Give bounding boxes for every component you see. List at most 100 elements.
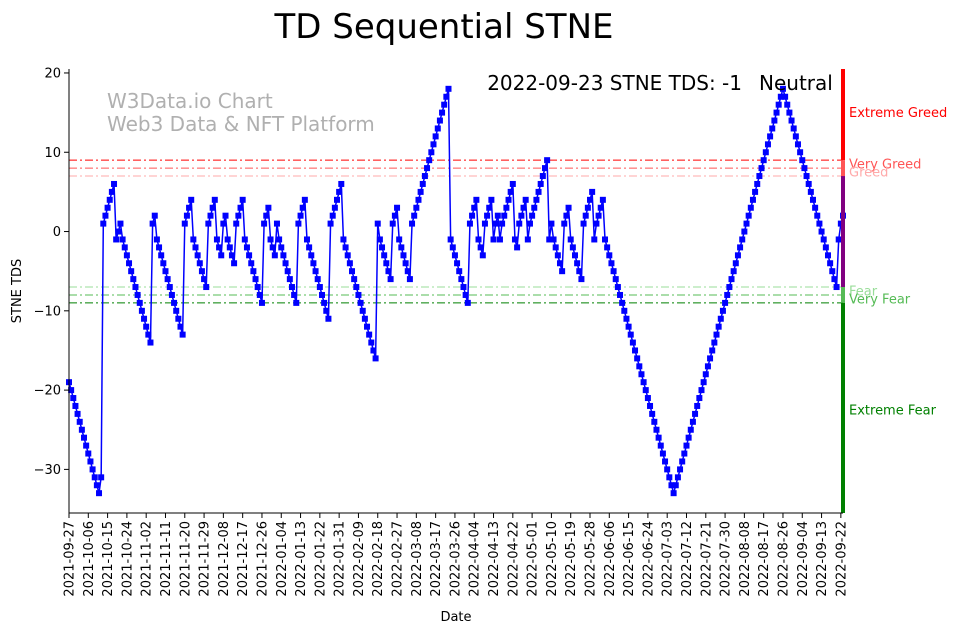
data-point	[608, 260, 615, 267]
data-point	[689, 418, 696, 425]
data-point	[662, 458, 669, 465]
data-point	[599, 196, 606, 203]
data-point	[443, 93, 450, 100]
data-point	[779, 85, 786, 92]
data-point	[520, 204, 527, 211]
chart-title: TD Sequential STNE	[274, 7, 614, 47]
data-point	[126, 260, 133, 267]
data-point	[587, 196, 594, 203]
data-point	[211, 196, 218, 203]
x-tick-label: 2022-04-22	[506, 521, 521, 597]
data-point	[514, 244, 521, 251]
data-point	[464, 299, 471, 306]
data-point	[629, 339, 636, 346]
y-tick-label: −30	[34, 463, 61, 478]
data-point	[196, 260, 203, 267]
data-point	[509, 180, 516, 187]
data-point	[561, 220, 568, 227]
data-point	[243, 244, 250, 251]
x-tick-label: 2021-11-29	[198, 521, 213, 597]
data-point	[612, 276, 619, 283]
y-tick-label: 20	[44, 66, 61, 81]
data-point	[694, 402, 701, 409]
x-tick-label: 2022-04-04	[468, 521, 483, 597]
data-point	[396, 236, 403, 243]
data-point	[460, 284, 467, 291]
data-point	[250, 268, 257, 275]
data-point	[355, 291, 362, 298]
data-point	[76, 418, 83, 425]
data-point	[207, 212, 214, 219]
data-point	[374, 220, 381, 227]
data-point	[344, 252, 351, 259]
data-point	[297, 212, 304, 219]
data-point	[175, 315, 182, 322]
data-point	[702, 371, 709, 378]
data-point	[451, 252, 458, 259]
data-point	[149, 220, 156, 227]
data-point	[295, 220, 302, 227]
data-point	[698, 387, 705, 394]
data-point	[284, 268, 291, 275]
data-point	[591, 236, 598, 243]
data-point	[790, 125, 797, 132]
data-point	[623, 315, 630, 322]
data-point	[674, 474, 681, 481]
data-point	[91, 474, 98, 481]
data-point	[346, 260, 353, 267]
data-point	[511, 236, 518, 243]
data-point	[488, 196, 495, 203]
data-point	[164, 276, 171, 283]
data-point	[428, 149, 435, 156]
data-point	[434, 125, 441, 132]
data-point	[271, 252, 278, 259]
data-point	[621, 307, 628, 314]
data-point	[445, 85, 452, 92]
data-point	[205, 220, 212, 227]
data-point	[132, 284, 139, 291]
data-point	[171, 299, 178, 306]
data-point	[379, 244, 386, 251]
data-point	[237, 204, 244, 211]
data-point	[406, 276, 413, 283]
data-point	[314, 276, 321, 283]
data-point	[524, 236, 531, 243]
data-point	[389, 220, 396, 227]
data-point	[679, 458, 686, 465]
data-point	[754, 180, 761, 187]
data-point	[136, 299, 143, 306]
data-point	[168, 291, 175, 298]
data-point	[471, 204, 478, 211]
data-point	[636, 363, 643, 370]
data-point	[318, 291, 325, 298]
data-point	[664, 466, 671, 473]
data-point	[87, 458, 94, 465]
data-point	[593, 220, 600, 227]
data-point	[190, 236, 197, 243]
data-point	[535, 188, 542, 195]
data-point	[773, 109, 780, 116]
y-tick-label: 0	[53, 225, 61, 240]
data-point	[625, 323, 632, 330]
data-point	[128, 268, 135, 275]
data-point	[173, 307, 180, 314]
sentiment-bar-segment	[841, 160, 845, 177]
data-point	[327, 220, 334, 227]
x-tick-label: 2021-12-08	[217, 521, 232, 597]
x-tick-label: 2022-01-31	[333, 521, 348, 597]
data-point	[567, 236, 574, 243]
data-point	[479, 252, 486, 259]
data-point	[321, 299, 328, 306]
data-point	[385, 268, 392, 275]
data-point	[589, 188, 596, 195]
data-point	[745, 212, 752, 219]
data-point	[653, 426, 660, 433]
data-point	[156, 244, 163, 251]
data-point	[308, 252, 315, 259]
data-point	[818, 228, 825, 235]
data-point	[276, 236, 283, 243]
data-point	[228, 252, 235, 259]
data-point	[807, 188, 814, 195]
data-point	[340, 236, 347, 243]
